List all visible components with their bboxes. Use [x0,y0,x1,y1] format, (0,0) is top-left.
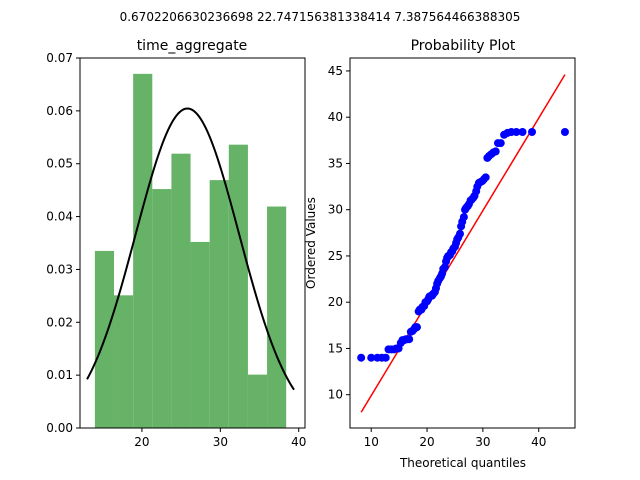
figure-suptitle: 0.6702206630236698 22.747156381338414 7.… [120,10,521,24]
x-tick-label: 40 [531,435,546,449]
probplot-point [357,353,366,362]
probplot-point [491,147,500,156]
fit-line [360,74,566,413]
y-tick-label: 15 [328,341,343,355]
probplot-point [455,229,464,238]
y-tick-label: 40 [328,110,343,124]
probplot-point [496,139,505,148]
y-tick-label: 25 [328,249,343,263]
x-tick-label: 30 [475,435,490,449]
probplot-point [512,128,521,136]
y-tick-label: 35 [328,156,343,170]
probplot-point [481,173,490,182]
y-tick-label: 0.01 [46,368,73,382]
y-tick-label: 20 [328,295,343,309]
probplot-point [405,335,414,344]
probplot-points [357,128,569,362]
y-tick-label: 30 [328,203,343,217]
probplot-point [518,128,527,136]
x-tick-label: 10 [364,435,379,449]
histogram-y-ticks: 0.00 0.01 0.02 0.03 0.04 0.05 0.06 0.07 [46,51,80,435]
y-tick-label: 0.00 [46,421,73,435]
probplot-axes-frame [349,57,576,429]
probability-plot-panel: Probability Plot 10 20 30 40 10 15 20 25 30 35 40… [304,38,576,470]
probplot-title: Probability Plot [411,38,516,54]
histogram-bars [94,73,287,428]
x-tick-label: 20 [419,435,434,449]
histogram-bar [152,189,172,428]
probplot-x-label: Theoretical quantiles [399,456,526,470]
histogram-bar [228,144,248,428]
probplot-point [412,323,421,332]
probplot-point [381,353,390,362]
y-tick-label: 0.02 [46,315,73,329]
probplot-point [528,128,537,136]
y-tick-label: 0.07 [46,51,73,65]
histogram-panel: time_aggregate 20 30 40 0.000.010.020.030.… [46,38,306,449]
histogram-bar [171,153,191,428]
y-tick-label: 0.03 [46,262,73,276]
x-tick-label: 30 [213,435,228,449]
x-tick-label: 40 [291,435,306,449]
histogram-bar [267,206,287,428]
normal-pdf-curve [86,107,295,391]
probplot-point [367,353,376,362]
probplot-point [459,213,468,222]
y-tick-label: 0.05 [46,157,73,171]
histogram-bar [209,180,229,428]
histogram-axes-frame [79,57,306,429]
y-tick-label: 45 [328,64,343,78]
histogram-x-ticks: 20 30 40 [134,428,306,449]
probplot-y-ticks: 10 15 20 25 30 35 40 45 [328,64,350,402]
y-tick-label: 10 [328,388,343,402]
x-tick-label: 20 [134,435,149,449]
histogram-bar [114,295,134,428]
histogram-bar [190,241,210,428]
histogram-title: time_aggregate [137,38,248,54]
y-tick-label: 0.04 [46,210,73,224]
probplot-point [560,128,569,136]
probplot-x-ticks: 10 20 30 40 [364,428,546,449]
probplot-y-label: Ordered Values [304,197,318,289]
histogram-bar [247,374,268,428]
histogram-bar [133,73,153,428]
y-tick-label: 0.06 [46,104,73,118]
